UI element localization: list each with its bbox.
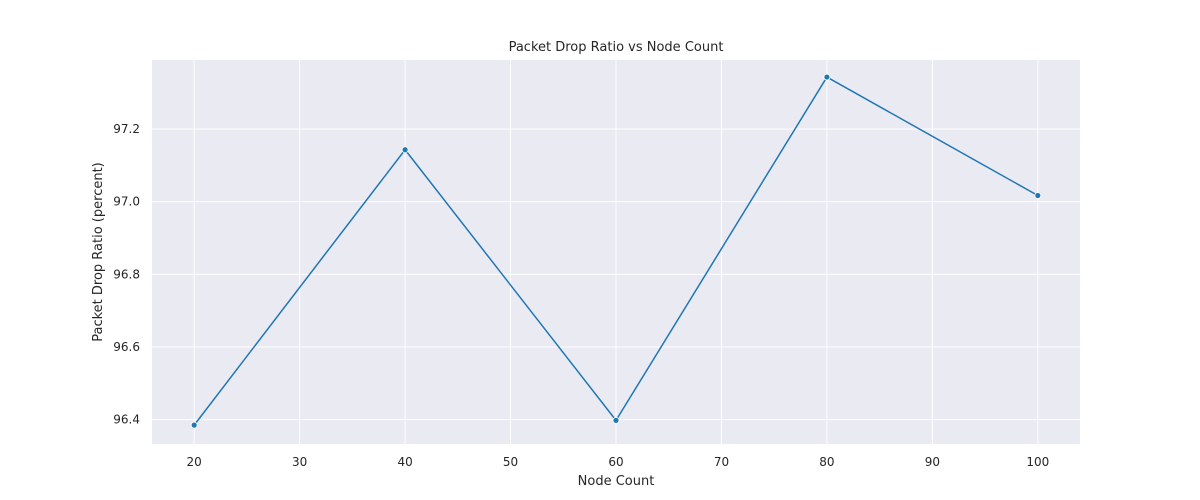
series-layer bbox=[190, 73, 1042, 429]
data-point bbox=[612, 416, 620, 424]
y-tick-label: 96.4 bbox=[113, 413, 140, 427]
data-point bbox=[823, 73, 831, 81]
y-axis-ticks: 96.4 96.6 96.8 97.0 97.2 bbox=[113, 122, 140, 427]
x-tick-label: 30 bbox=[292, 455, 307, 469]
x-tick-label: 20 bbox=[187, 455, 202, 469]
x-tick-label: 50 bbox=[503, 455, 518, 469]
x-tick-label: 80 bbox=[819, 455, 834, 469]
data-point bbox=[190, 421, 198, 429]
x-tick-label: 100 bbox=[1026, 455, 1049, 469]
y-tick-label: 96.8 bbox=[113, 267, 140, 281]
x-axis-label: Node Count bbox=[578, 474, 655, 489]
x-tick-label: 70 bbox=[714, 455, 729, 469]
y-tick-label: 97.0 bbox=[113, 195, 140, 209]
x-axis-ticks: 20 30 40 50 60 70 80 90 100 bbox=[187, 455, 1050, 469]
y-tick-label: 96.6 bbox=[113, 340, 140, 354]
data-point bbox=[401, 146, 409, 154]
y-tick-label: 97.2 bbox=[113, 122, 140, 136]
data-point bbox=[1034, 192, 1042, 199]
x-tick-label: 40 bbox=[397, 455, 412, 469]
x-tick-label: 60 bbox=[608, 455, 623, 469]
x-tick-label: 90 bbox=[925, 455, 940, 469]
y-axis-label: Packet Drop Ratio (percent) bbox=[91, 162, 106, 342]
chart-title: Packet Drop Ratio vs Node Count bbox=[509, 40, 724, 55]
